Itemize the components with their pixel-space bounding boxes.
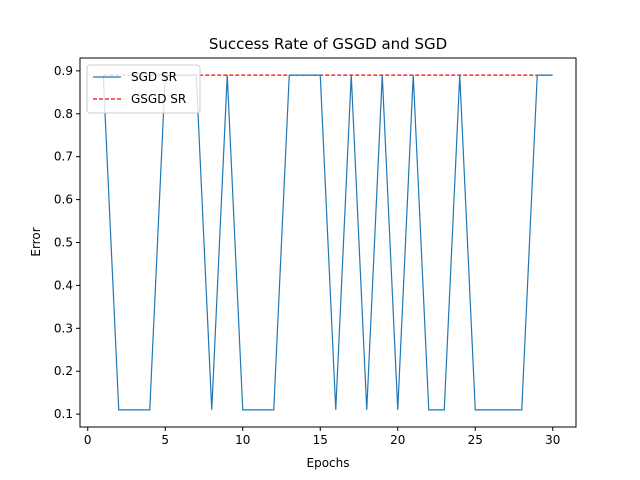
y-tick-label: 0.4 <box>54 278 73 292</box>
x-tick-label: 10 <box>235 433 250 447</box>
y-tick-label: 0.2 <box>54 364 73 378</box>
x-tick-label: 15 <box>313 433 328 447</box>
x-tick-label: 20 <box>390 433 405 447</box>
x-tick-label: 25 <box>468 433 483 447</box>
plot-frame <box>79 57 577 428</box>
y-tick-label: 0.7 <box>54 150 73 164</box>
x-tick-label: 5 <box>161 433 169 447</box>
legend-label-gsgd: GSGD SR <box>131 92 186 106</box>
x-tick-label: 30 <box>545 433 560 447</box>
y-tick-label: 0.8 <box>54 107 73 121</box>
y-tick-label: 0.1 <box>54 407 73 421</box>
ticks-layer: 0 5 10 15 20 25 30 0.1 0.2 0.3 0.4 0.5 0.6 0.7 0.8 0.9 <box>54 64 560 447</box>
legend-label-sgd: SGD SR <box>131 70 177 84</box>
y-tick-label: 0.6 <box>54 193 73 207</box>
x-tick-label: 0 <box>84 433 92 447</box>
y-tick-label: 0.3 <box>54 321 73 335</box>
x-axis-label: Epochs <box>307 456 350 470</box>
legend: SGD SR GSGD SR <box>86 64 201 114</box>
chart-title: Success Rate of GSGD and SGD <box>209 35 447 53</box>
y-tick-label: 0.9 <box>54 64 73 78</box>
y-tick-label: 0.5 <box>54 236 73 250</box>
y-axis-label: Error <box>29 227 43 256</box>
